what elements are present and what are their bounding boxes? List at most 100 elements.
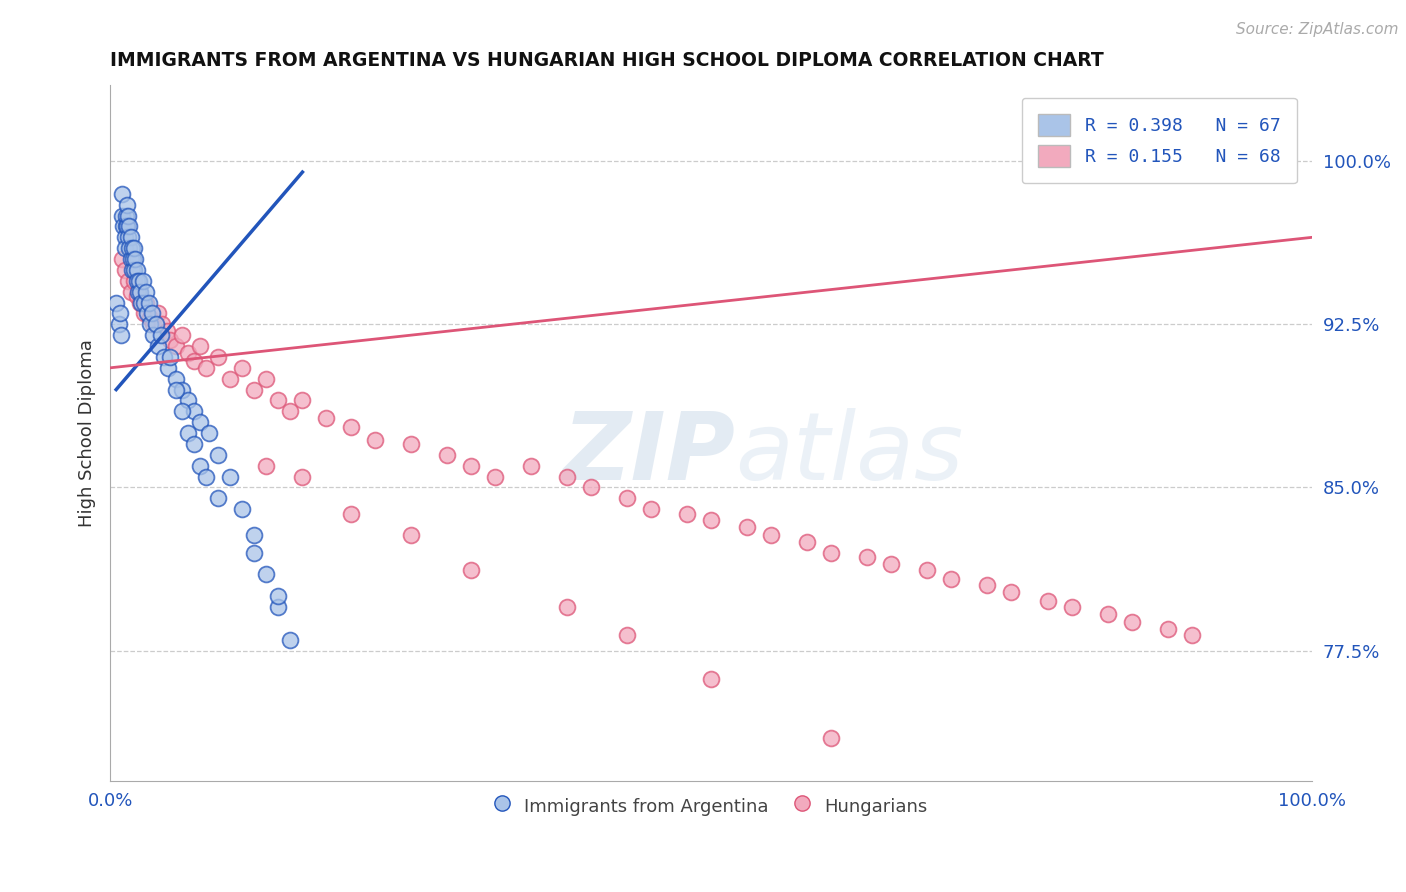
Point: [207, 491, 229, 506]
Point: [165, 372, 187, 386]
Point: [159, 333, 181, 347]
Point: [183, 404, 205, 418]
Point: [145, 318, 167, 332]
Point: [118, 241, 141, 255]
Point: [315, 410, 337, 425]
Point: [115, 219, 138, 234]
Point: [267, 393, 290, 408]
Point: [122, 252, 145, 266]
Point: [917, 563, 939, 577]
Point: [112, 219, 135, 234]
Point: [280, 632, 302, 647]
Point: [188, 458, 211, 473]
Point: [165, 383, 187, 397]
Point: [339, 507, 361, 521]
Point: [121, 263, 143, 277]
Point: [616, 491, 638, 506]
Point: [110, 328, 132, 343]
Point: [132, 295, 155, 310]
Point: [291, 393, 314, 408]
Point: [195, 469, 218, 483]
Text: IMMIGRANTS FROM ARGENTINA VS HUNGARIAN HIGH SCHOOL DIPLOMA CORRELATION CHART: IMMIGRANTS FROM ARGENTINA VS HUNGARIAN H…: [110, 51, 1104, 70]
Point: [820, 731, 842, 745]
Point: [759, 528, 782, 542]
Point: [172, 328, 194, 343]
Point: [177, 425, 200, 440]
Point: [172, 404, 194, 418]
Point: [243, 546, 266, 560]
Point: [114, 263, 136, 277]
Point: [1036, 593, 1059, 607]
Point: [231, 502, 253, 516]
Point: [796, 534, 818, 549]
Text: atlas: atlas: [735, 409, 963, 500]
Point: [291, 469, 314, 483]
Point: [555, 600, 578, 615]
Point: [136, 306, 159, 320]
Point: [676, 507, 699, 521]
Point: [149, 328, 172, 343]
Point: [399, 528, 422, 542]
Point: [122, 263, 145, 277]
Point: [616, 628, 638, 642]
Point: [135, 285, 157, 299]
Point: [114, 241, 136, 255]
Point: [735, 519, 758, 533]
Point: [105, 295, 128, 310]
Point: [159, 350, 181, 364]
Point: [183, 354, 205, 368]
Point: [107, 318, 129, 332]
Point: [125, 289, 148, 303]
Point: [579, 480, 602, 494]
Point: [114, 209, 136, 223]
Point: [339, 419, 361, 434]
Point: [125, 263, 148, 277]
Point: [122, 274, 145, 288]
Point: [138, 295, 160, 310]
Point: [153, 350, 176, 364]
Point: [132, 306, 155, 320]
Point: [976, 578, 998, 592]
Point: [150, 318, 173, 332]
Point: [183, 437, 205, 451]
Point: [700, 513, 723, 527]
Point: [108, 306, 131, 320]
Point: [1121, 615, 1143, 630]
Point: [254, 458, 277, 473]
Point: [120, 252, 142, 266]
Point: [135, 295, 157, 310]
Point: [114, 219, 136, 234]
Point: [114, 230, 136, 244]
Point: [880, 557, 903, 571]
Point: [125, 274, 148, 288]
Point: [142, 318, 165, 332]
Point: [267, 600, 290, 615]
Point: [519, 458, 541, 473]
Point: [207, 448, 229, 462]
Point: [219, 469, 242, 483]
Point: [139, 318, 162, 332]
Point: [1181, 628, 1204, 642]
Legend: Immigrants from Argentina, Hungarians: Immigrants from Argentina, Hungarians: [488, 788, 935, 824]
Point: [267, 589, 290, 603]
Point: [188, 339, 211, 353]
Point: [111, 209, 134, 223]
Point: [129, 295, 152, 310]
Point: [128, 274, 150, 288]
Point: [165, 339, 187, 353]
Point: [555, 469, 578, 483]
Point: [127, 285, 149, 299]
Point: [856, 549, 879, 564]
Text: ZIP: ZIP: [562, 408, 735, 500]
Point: [640, 502, 662, 516]
Point: [484, 469, 506, 483]
Point: [195, 360, 218, 375]
Point: [131, 295, 153, 310]
Point: [124, 252, 146, 266]
Y-axis label: High School Diploma: High School Diploma: [79, 339, 96, 527]
Point: [436, 448, 458, 462]
Point: [188, 415, 211, 429]
Point: [363, 433, 385, 447]
Point: [399, 437, 422, 451]
Point: [941, 572, 963, 586]
